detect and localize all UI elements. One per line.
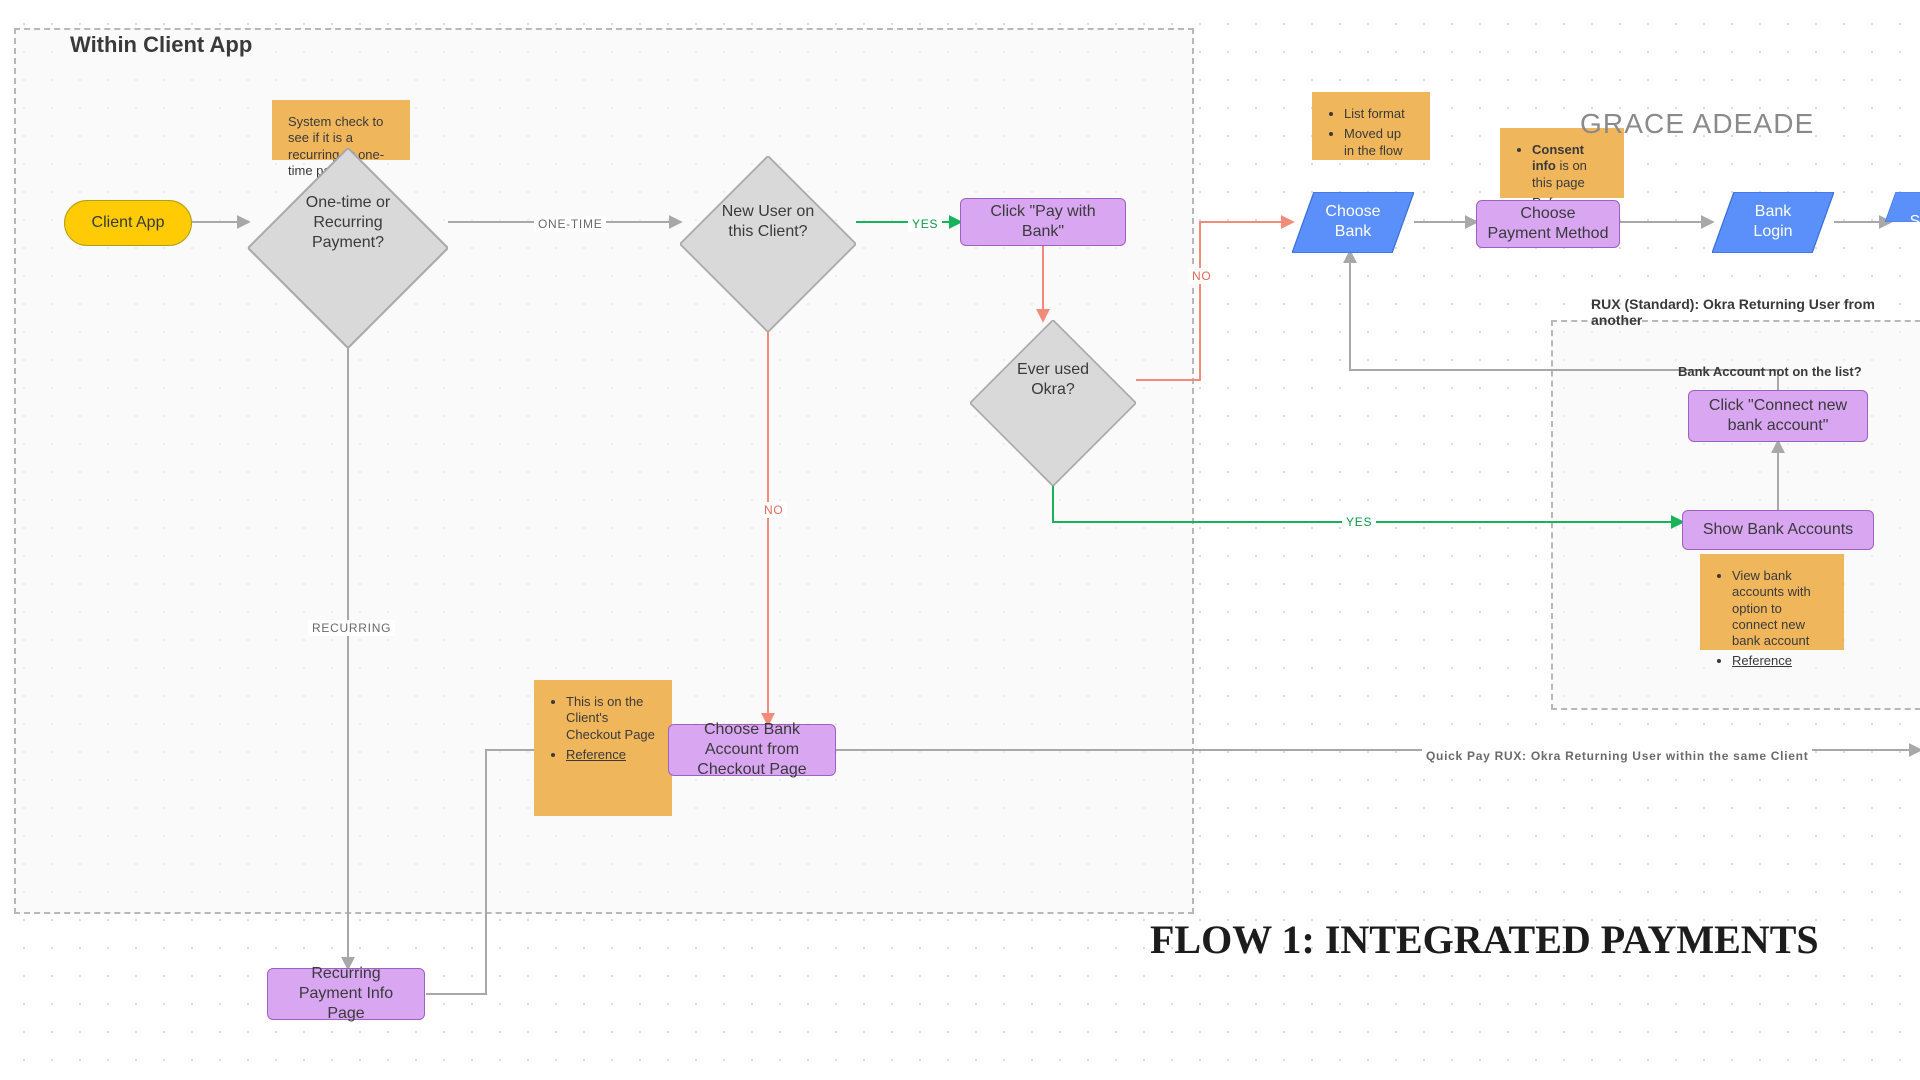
edge-label-one-time: ONE-TIME bbox=[534, 216, 606, 232]
node-label: Choose Payment Method bbox=[1487, 204, 1609, 244]
decision-payment-type: One-time or Recurring Payment? bbox=[248, 148, 448, 298]
note-show-bank: View bank accounts with option to connec… bbox=[1700, 554, 1844, 650]
process-recurring-info: Recurring Payment Info Page bbox=[267, 968, 425, 1020]
edge-label-yes: YES bbox=[1342, 514, 1376, 530]
node-label: New User on this Client? bbox=[680, 156, 856, 288]
process-connect-new-bank: Click "Connect new bank account" bbox=[1688, 390, 1868, 442]
flow-title: FLOW 1: INTEGRATED PAYMENTS bbox=[1150, 916, 1819, 963]
node-label: Ever used Okra? bbox=[970, 320, 1136, 440]
decision-ever-used-okra: Ever used Okra? bbox=[970, 320, 1136, 440]
node-label: S bbox=[1885, 192, 1920, 252]
process-pay-with-bank: Click "Pay with Bank" bbox=[960, 198, 1126, 246]
node-label: Show Bank Accounts bbox=[1703, 520, 1853, 540]
node-label: Click "Connect new bank account" bbox=[1699, 396, 1857, 436]
node-label: Client App bbox=[92, 213, 165, 233]
node-label: Choose Bank bbox=[1292, 192, 1414, 252]
node-label: Click "Pay with Bank" bbox=[971, 202, 1115, 242]
node-label: Choose Bank Account from Checkout Page bbox=[679, 720, 825, 780]
process-show-bank-accounts: Show Bank Accounts bbox=[1682, 510, 1874, 550]
edge-label-no: NO bbox=[760, 502, 787, 518]
node-label: One-time or Recurring Payment? bbox=[248, 148, 448, 298]
edge-label-recurring: RECURRING bbox=[308, 620, 395, 636]
node-client-app-start: Client App bbox=[64, 200, 192, 246]
node-label: Recurring Payment Info Page bbox=[278, 964, 414, 1024]
decision-new-user: New User on this Client? bbox=[680, 156, 856, 288]
para-choose-bank: Choose Bank bbox=[1292, 192, 1414, 252]
note-choose-bank: List formatMoved up in the flow bbox=[1312, 92, 1430, 160]
para-bank-login: Bank Login bbox=[1712, 192, 1834, 252]
edge-label-yes: YES bbox=[908, 216, 942, 232]
edge-label-no: NO bbox=[1188, 268, 1215, 284]
process-choose-payment-method: Choose Payment Method bbox=[1476, 200, 1620, 248]
note-checkout: This is on the Client's Checkout PageRef… bbox=[534, 680, 672, 816]
region-label: Within Client App bbox=[66, 26, 256, 64]
label-bank-not-listed: Bank Account not on the list? bbox=[1678, 364, 1862, 379]
author-name: GRACE ADEADE bbox=[1580, 108, 1814, 140]
node-label: Bank Login bbox=[1712, 192, 1834, 252]
para-partial-right: S bbox=[1885, 192, 1920, 252]
process-choose-bank-checkout: Choose Bank Account from Checkout Page bbox=[668, 724, 836, 776]
region-rux-label: RUX (Standard): Okra Returning User from… bbox=[1591, 296, 1920, 328]
edge-label-quickpay: Quick Pay RUX: Okra Returning User withi… bbox=[1422, 748, 1812, 764]
